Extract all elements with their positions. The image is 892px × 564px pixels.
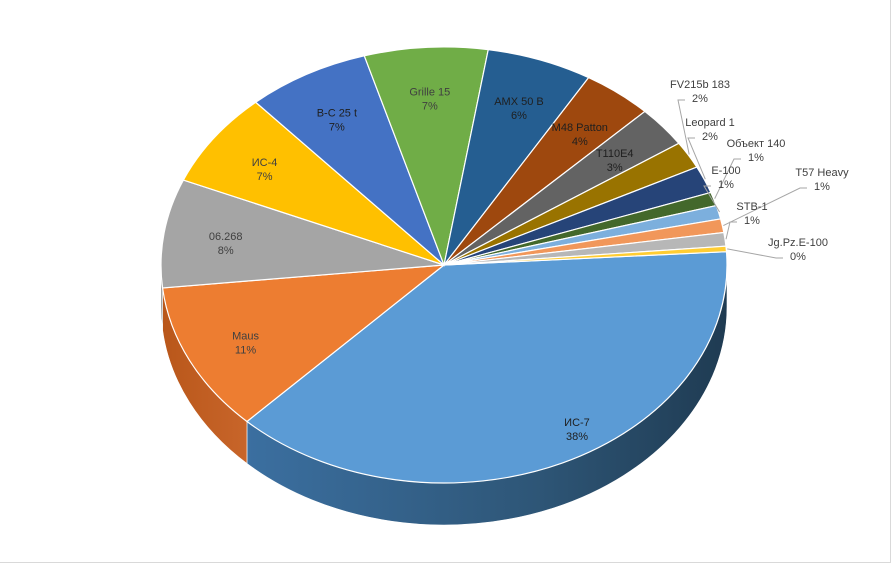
data-label-pct-leopard-1: 2% [702, 131, 718, 143]
data-label-pct-ис-4: 7% [257, 171, 273, 183]
leader-line-e-100 [703, 185, 720, 213]
data-label-amx-50-b: AMX 50 B [494, 96, 544, 108]
leader-line-t57-heavy [723, 187, 807, 226]
pie-slices [160, 46, 728, 484]
data-label-maus: Maus [232, 330, 259, 342]
data-label-pct-amx-50-b: 6% [511, 110, 527, 122]
data-label-объект-140: Объект 140 [727, 138, 786, 150]
pie-slice-ис-4 [182, 101, 445, 266]
pie-slice-ис-7 [245, 251, 728, 484]
leader-line-объект-140 [714, 158, 741, 199]
leader-line-leopard-1 [687, 137, 706, 180]
data-label-pct-jg-pz-e-100: 0% [790, 251, 806, 263]
data-label-pct-t57-heavy: 1% [814, 181, 830, 193]
pie-slice-b-c-25-t [254, 55, 445, 266]
leader-line-fv215b-183 [677, 99, 690, 155]
data-label-pct-m48-patton: 4% [572, 136, 588, 148]
pie-slice-06-268 [160, 179, 445, 289]
data-label-pct-grille-15: 7% [422, 100, 438, 112]
data-label-ис-7: ИС-7 [564, 417, 590, 429]
data-label-e-100: E-100 [711, 165, 740, 177]
leader-line-stb-1 [725, 221, 737, 240]
data-label-leopard-1: Leopard 1 [685, 117, 735, 129]
pie-slice-maus [161, 264, 446, 423]
data-label-m48-patton: M48 Patton [552, 122, 608, 134]
data-labels: ИС-7 38% Maus 11% 06.268 8% ИС-4 7% B-C 25 t 7% Gr… [209, 79, 849, 443]
data-label-b-c-25-t: B-C 25 t [317, 107, 357, 119]
data-label-fv215b-183: FV215b 183 [670, 79, 730, 91]
data-label-pct-stb-1: 1% [744, 215, 760, 227]
data-label-pct-ис-7: 38% [566, 431, 588, 443]
label-leaders [677, 99, 807, 259]
data-label-stb-1: STB-1 [736, 201, 767, 213]
data-label-jg-pz-e-100: Jg.Pz.E-100 [768, 237, 828, 249]
leader-line-jg-pz-e-100 [727, 248, 783, 259]
data-label-pct-fv215b-183: 2% [692, 93, 708, 105]
data-label-ис-4: ИС-4 [252, 157, 278, 169]
data-label-pct-b-c-25-t: 7% [329, 121, 345, 133]
data-label-pct-06-268: 8% [218, 245, 234, 257]
data-label-grille-15: Grille 15 [409, 86, 450, 98]
data-label-pct-объект-140: 1% [748, 152, 764, 164]
data-label-t57-heavy: T57 Heavy [795, 167, 849, 179]
data-label-pct-e-100: 1% [718, 179, 734, 191]
data-label-pct-t110e4: 3% [607, 162, 623, 174]
data-label-pct-maus: 11% [235, 344, 256, 356]
pie-slice-grille-15 [363, 46, 489, 268]
data-label-t110e4: T110E4 [596, 148, 634, 160]
data-label-06-268: 06.268 [209, 231, 243, 243]
pie-slice-jg-pz-e-100 [443, 245, 728, 266]
